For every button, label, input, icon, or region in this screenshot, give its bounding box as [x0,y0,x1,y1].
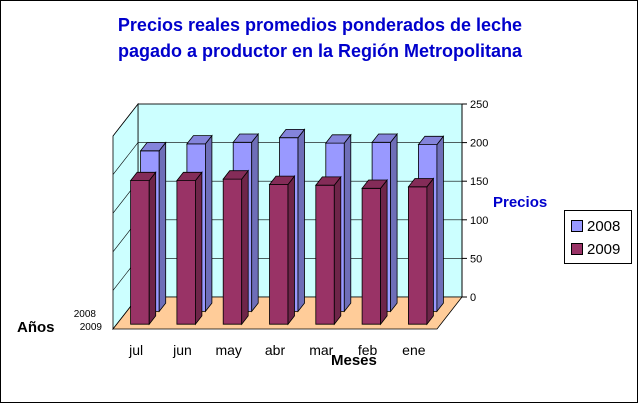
bar-top-face [186,135,213,145]
bar-side-face [297,128,305,313]
bar-top-face [139,142,167,152]
bar-top-face [407,178,435,188]
bar-2009-ene [407,177,435,326]
bar-top-face [129,171,157,182]
bar-top-face [417,135,445,146]
bar-top-face [176,171,203,182]
x-tick-label: may [215,342,241,358]
bar-2009-jun [176,171,203,326]
bar-side-face [436,135,444,313]
x-tick-label: jul [128,342,143,358]
legend-swatch-2008 [571,220,583,232]
legend-item-2009: 2009 [571,239,620,259]
gridline [112,103,462,137]
bar-front-face [130,180,150,325]
bar-top-face [314,176,342,186]
bar-side-face [287,174,295,326]
bar-2009-may [222,169,250,326]
x-tick-label: ene [402,342,426,358]
bar-side-face [204,134,213,313]
bar-top-face [268,175,296,185]
x-tick-label: jun [172,342,192,358]
bar-2009-abr [268,174,296,326]
bar-front-face [176,180,196,325]
y-tick-label: 250 [470,99,488,111]
y-tick-label: 100 [470,215,488,227]
bar-top-face [232,133,260,143]
bar-side-face [426,177,434,326]
bar-side-face [343,133,352,313]
x-tick-label: mar [309,342,333,358]
bar-side-face [194,171,203,326]
bar-side-face [148,171,157,326]
bar-top-face [278,128,306,139]
y-tick-label: 0 [470,292,476,304]
bar-side-face [333,175,342,326]
y-tick-label: 50 [470,253,482,265]
bar-front-face [315,184,335,325]
bar-side-face [380,178,388,326]
bar-top-face [361,179,388,189]
x-axis-title: Meses [331,352,377,369]
legend-item-2008: 2008 [571,216,620,236]
legend-label-2009: 2009 [587,240,621,258]
bar-top-face [222,170,250,180]
bar-front-face [361,187,382,325]
bar-front-face [269,184,289,325]
x-tick-label: feb [358,342,378,358]
bar-side-face [390,132,398,313]
depth-axis-title: Años [17,319,55,336]
chart-title-line-1: Precios reales promedios ponderados de l… [117,15,523,35]
legend-swatch-2009 [571,243,583,255]
bar-top-face [371,133,398,143]
bar-side-face [241,169,249,326]
depth-tick-label: 2008 [74,309,97,320]
legend: 2008 2009 [564,210,632,264]
bar-2009-mar [314,175,342,326]
bar-side-face [251,132,259,313]
bar-2009-feb [361,178,388,326]
y-tick-label: 200 [470,138,488,150]
chart-title-line-2: pagado a productor en la Región Metropol… [117,41,523,61]
bar-side-face [158,141,167,313]
bar-front-face [222,178,243,325]
x-tick-label: abr [265,342,286,358]
bar-top-face [324,134,352,144]
y-tick-label: 150 [470,176,488,188]
depth-tick-label: 2009 [80,322,103,333]
y-axis-title: Precios [493,194,548,211]
legend-label-2008: 2008 [587,217,621,235]
bar-front-face [407,186,428,325]
gridline [112,142,462,175]
bar-2009-jul [129,171,157,326]
